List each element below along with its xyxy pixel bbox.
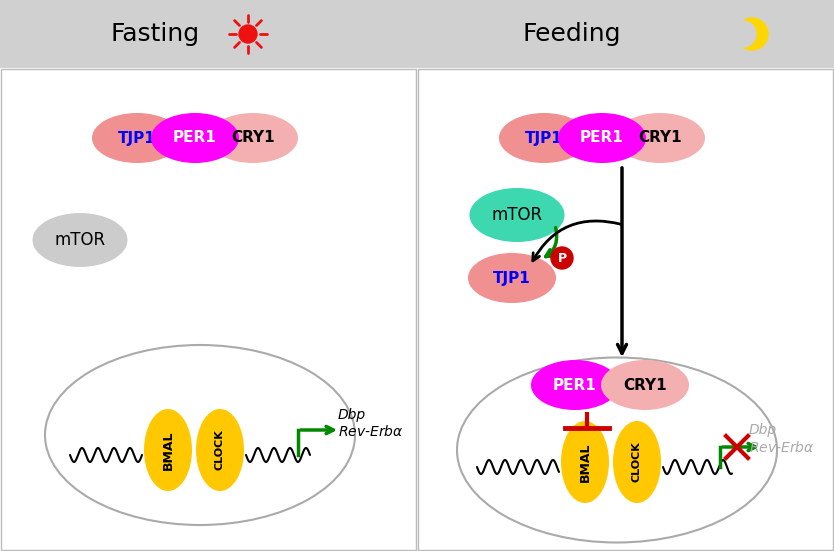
Ellipse shape — [470, 188, 565, 242]
Text: P: P — [557, 251, 566, 264]
Bar — [417, 68, 834, 551]
Bar — [0, 0, 834, 68]
Ellipse shape — [151, 113, 239, 163]
Ellipse shape — [457, 358, 777, 543]
Text: BMAL: BMAL — [579, 442, 591, 482]
Circle shape — [551, 247, 573, 269]
Circle shape — [730, 21, 756, 47]
Ellipse shape — [499, 113, 589, 163]
Text: Dbp: Dbp — [749, 423, 777, 437]
Ellipse shape — [196, 409, 244, 491]
Ellipse shape — [208, 113, 298, 163]
Text: mTOR: mTOR — [54, 231, 106, 249]
Ellipse shape — [613, 421, 661, 503]
Text: PER1: PER1 — [580, 131, 624, 145]
Text: TJP1: TJP1 — [493, 271, 531, 285]
Circle shape — [239, 25, 257, 43]
Ellipse shape — [561, 421, 609, 503]
Text: mTOR: mTOR — [491, 206, 543, 224]
Ellipse shape — [601, 360, 689, 410]
Text: PER1: PER1 — [553, 377, 597, 392]
Text: CLOCK: CLOCK — [215, 430, 225, 471]
Text: Rev-Erb$\alpha$: Rev-Erb$\alpha$ — [338, 424, 404, 440]
Text: BMAL: BMAL — [162, 430, 174, 470]
Text: Dbp: Dbp — [338, 408, 366, 422]
Text: CRY1: CRY1 — [231, 131, 275, 145]
Ellipse shape — [558, 113, 646, 163]
Text: Rev-Erb$\alpha$: Rev-Erb$\alpha$ — [749, 440, 815, 455]
Text: Fasting: Fasting — [110, 22, 199, 46]
Ellipse shape — [45, 345, 355, 525]
Text: CRY1: CRY1 — [638, 131, 682, 145]
Text: Feeding: Feeding — [523, 22, 621, 46]
Text: TJP1: TJP1 — [525, 131, 563, 145]
Ellipse shape — [92, 113, 182, 163]
Text: PER1: PER1 — [173, 131, 217, 145]
Ellipse shape — [531, 360, 619, 410]
Ellipse shape — [615, 113, 705, 163]
Bar — [1, 69, 416, 550]
Ellipse shape — [33, 213, 128, 267]
Text: CLOCK: CLOCK — [632, 441, 642, 482]
Bar — [418, 69, 833, 550]
Ellipse shape — [144, 409, 192, 491]
Circle shape — [736, 18, 768, 50]
Text: CRY1: CRY1 — [623, 377, 667, 392]
Bar — [0, 68, 417, 551]
Ellipse shape — [468, 253, 556, 303]
Text: TJP1: TJP1 — [118, 131, 156, 145]
